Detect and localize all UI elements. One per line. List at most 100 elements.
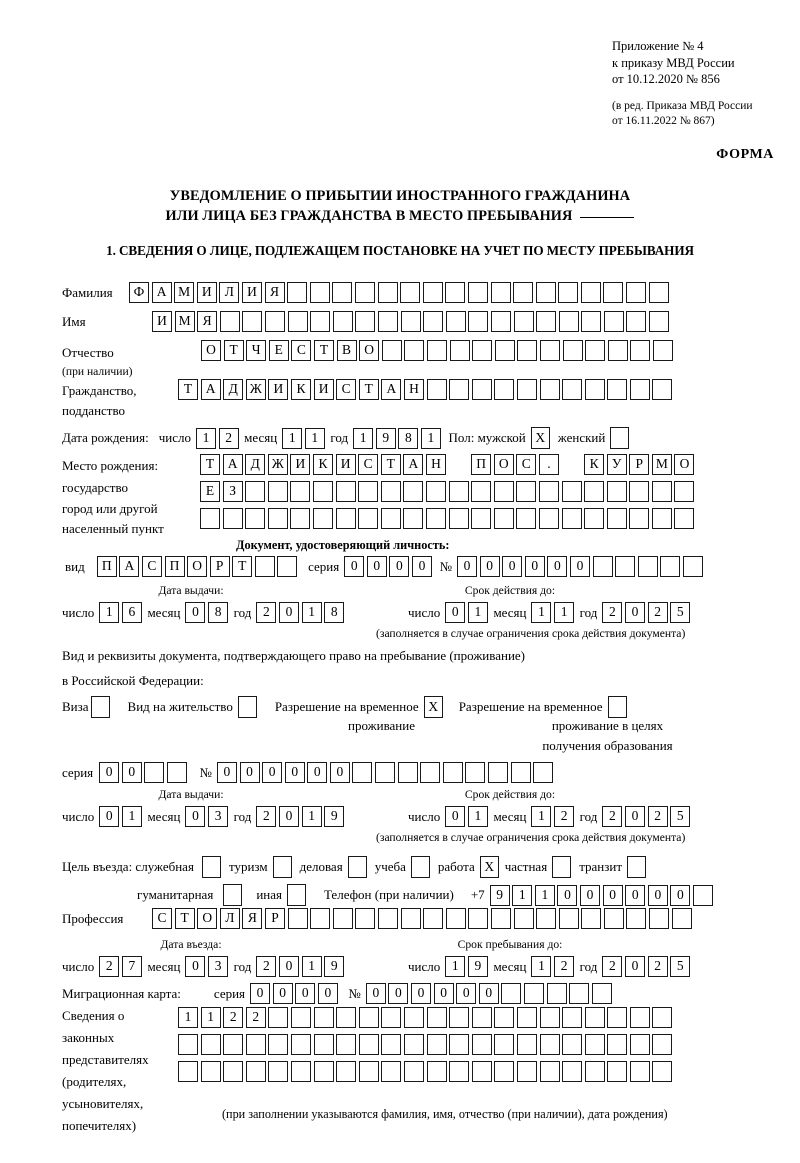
char-cell[interactable] [426, 340, 447, 361]
char-cell[interactable]: 1 [531, 956, 552, 977]
char-cell[interactable]: Е [200, 481, 220, 502]
char-cell[interactable] [445, 908, 466, 929]
char-cell[interactable]: С [516, 454, 537, 475]
char-cell[interactable] [535, 282, 556, 303]
char-cell[interactable] [629, 1034, 650, 1055]
char-cell[interactable] [358, 1061, 379, 1082]
char-cell[interactable] [254, 556, 275, 577]
char-cell[interactable]: М [174, 282, 195, 303]
char-cell[interactable] [490, 311, 511, 332]
char-cell[interactable] [420, 762, 441, 783]
char-cell[interactable] [290, 508, 311, 529]
char-cell[interactable] [607, 379, 628, 400]
char-cell[interactable] [536, 311, 557, 332]
char-cell[interactable]: 2 [554, 806, 575, 827]
char-cell[interactable]: 1 [195, 427, 216, 449]
char-cell[interactable] [674, 508, 695, 529]
char-cell[interactable]: 0 [647, 884, 668, 906]
char-cell[interactable] [468, 908, 489, 929]
char-cell[interactable]: 1 [467, 602, 488, 623]
char-cell[interactable] [629, 379, 650, 400]
char-cell[interactable] [584, 1061, 605, 1082]
char-cell[interactable] [309, 282, 330, 303]
char-cell[interactable]: А [403, 454, 424, 475]
char-cell[interactable] [465, 762, 486, 783]
char-cell[interactable] [539, 340, 560, 361]
char-cell[interactable] [264, 311, 285, 332]
char-cell[interactable]: 0 [478, 983, 499, 1004]
char-cell[interactable] [290, 1061, 311, 1082]
char-cell[interactable]: 1 [534, 884, 555, 906]
temp-residence-checkbox[interactable]: X [423, 696, 443, 718]
char-cell[interactable]: 5 [670, 956, 691, 977]
char-cell[interactable]: Т [200, 454, 220, 475]
purpose-official-checkbox[interactable] [201, 856, 221, 878]
char-cell[interactable] [335, 481, 356, 502]
char-cell[interactable] [448, 508, 469, 529]
char-cell[interactable]: 0 [99, 806, 120, 827]
char-cell[interactable]: Ж [267, 454, 288, 475]
char-cell[interactable] [400, 282, 421, 303]
char-cell[interactable] [674, 481, 695, 502]
char-cell[interactable]: 0 [602, 884, 623, 906]
char-cell[interactable] [358, 1034, 379, 1055]
char-cell[interactable] [219, 311, 240, 332]
char-cell[interactable]: 1 [282, 427, 303, 449]
char-cell[interactable] [422, 282, 443, 303]
char-cell[interactable]: 0 [317, 983, 338, 1004]
char-cell[interactable]: 9 [489, 884, 510, 906]
char-cell[interactable]: 0 [625, 956, 646, 977]
char-cell[interactable]: 2 [223, 1007, 244, 1028]
char-cell[interactable] [449, 1061, 470, 1082]
char-cell[interactable] [629, 1007, 650, 1028]
char-cell[interactable]: И [335, 454, 356, 475]
char-cell[interactable]: К [312, 454, 333, 475]
char-cell[interactable]: 2 [218, 427, 239, 449]
char-cell[interactable]: Т [313, 340, 334, 361]
char-cell[interactable]: 1 [353, 427, 374, 449]
char-cell[interactable]: 0 [272, 983, 293, 1004]
char-cell[interactable]: 0 [344, 556, 365, 577]
char-cell[interactable]: 0 [99, 762, 120, 783]
char-cell[interactable] [490, 282, 511, 303]
char-cell[interactable] [380, 481, 401, 502]
char-cell[interactable]: И [196, 282, 217, 303]
char-cell[interactable] [510, 762, 531, 783]
char-cell[interactable] [423, 908, 444, 929]
char-cell[interactable]: 2 [99, 956, 120, 977]
char-cell[interactable] [242, 311, 263, 332]
char-cell[interactable] [561, 508, 582, 529]
char-cell[interactable]: Т [380, 454, 401, 475]
char-cell[interactable] [562, 454, 582, 475]
char-cell[interactable] [516, 1007, 537, 1028]
temp-residence-edu-checkbox[interactable] [607, 696, 627, 718]
char-cell[interactable] [558, 908, 579, 929]
char-cell[interactable] [449, 379, 470, 400]
char-cell[interactable]: 8 [398, 427, 419, 449]
char-cell[interactable]: Я [242, 908, 263, 929]
char-cell[interactable] [494, 379, 515, 400]
char-cell[interactable]: 0 [433, 983, 454, 1004]
char-cell[interactable] [580, 282, 601, 303]
char-cell[interactable]: И [290, 454, 311, 475]
char-cell[interactable] [652, 1034, 673, 1055]
char-cell[interactable] [355, 311, 376, 332]
char-cell[interactable]: . [538, 454, 559, 475]
char-cell[interactable] [377, 311, 398, 332]
char-cell[interactable] [626, 282, 647, 303]
char-cell[interactable] [652, 379, 673, 400]
char-cell[interactable] [268, 1034, 289, 1055]
char-cell[interactable] [358, 481, 379, 502]
char-cell[interactable] [494, 1061, 515, 1082]
